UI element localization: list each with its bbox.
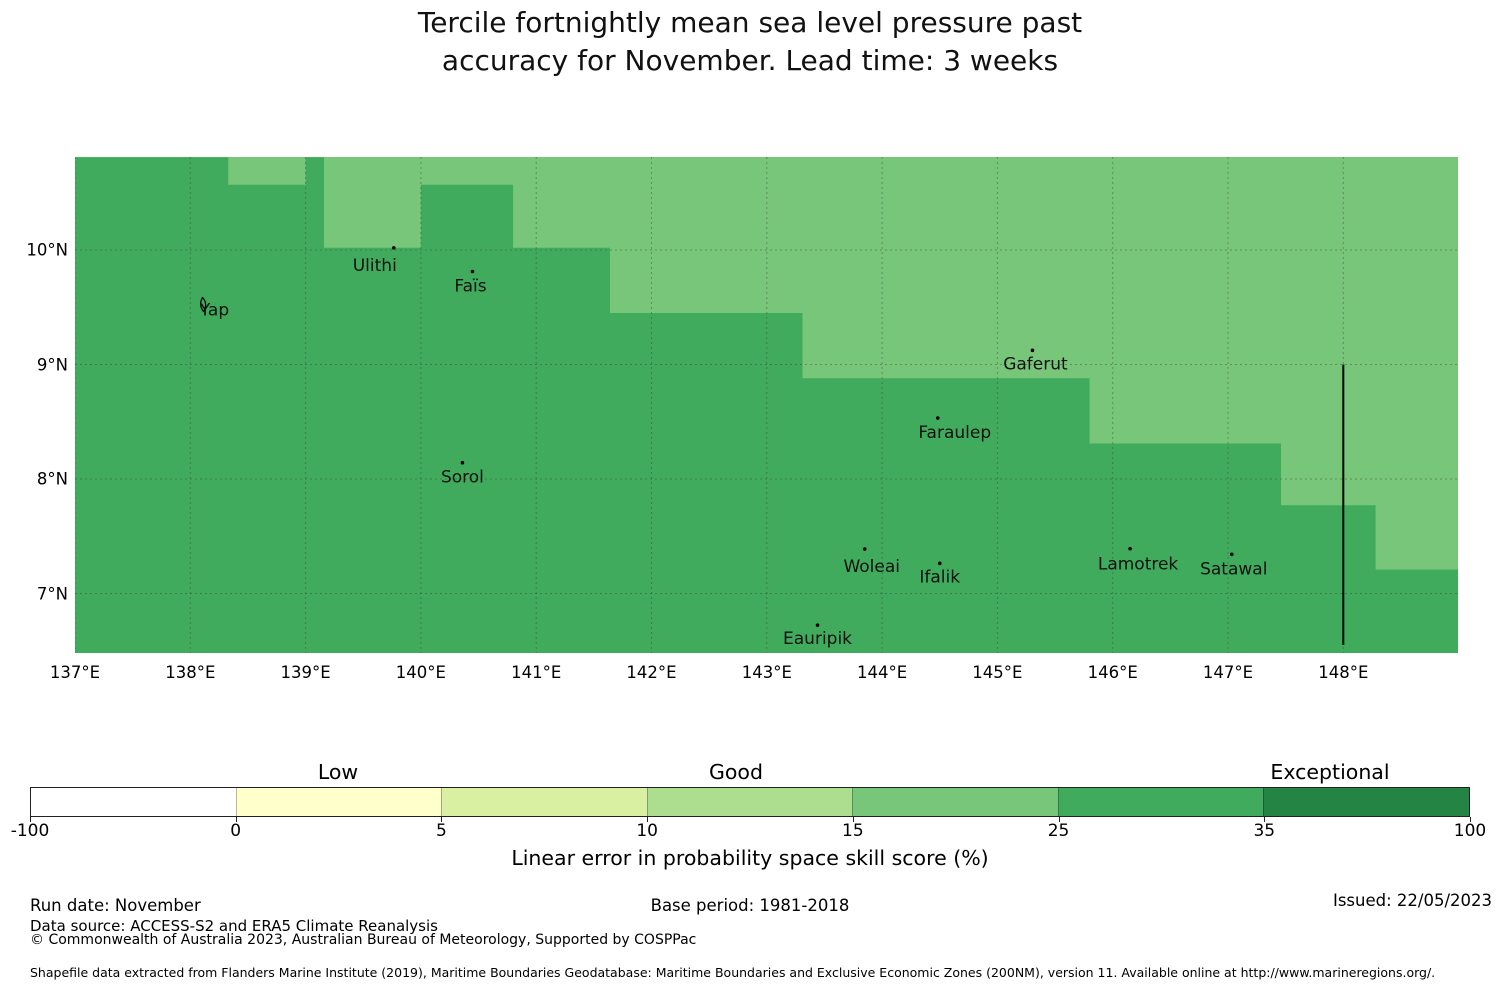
colorbar-tick-label: -100 [10, 821, 50, 841]
island-label: Sorol [441, 468, 484, 488]
skill-region-25-35 [75, 157, 1458, 653]
colorbar-tick-label: 100 [1453, 821, 1487, 841]
colorbar-tick-mark [1058, 817, 1060, 822]
colorbar-segment [646, 788, 853, 816]
y-tick-label: 9°N [36, 355, 68, 374]
colorbar-tick-label: 10 [636, 821, 658, 841]
island-label: Faïs [454, 276, 486, 296]
x-tick-label: 148°E [1318, 663, 1369, 682]
issued-date-text: Issued: 22/05/2023 [1332, 891, 1492, 910]
chart-title-line1: Tercile fortnightly mean sea level press… [417, 6, 1083, 39]
island-shape-yap [200, 296, 207, 313]
y-tick-label: 10°N [26, 240, 68, 260]
island-label: Yap [199, 301, 229, 321]
colorbar [30, 787, 1470, 817]
y-tick-label: 7°N [36, 584, 68, 603]
x-tick-label: 137°E [49, 663, 101, 682]
colorbar-tick-mark [1264, 817, 1266, 822]
colorbar-tick-mark [647, 817, 649, 822]
island-dot [460, 460, 465, 465]
island-label: Ifalik [919, 567, 960, 587]
island-label: Woleai [843, 557, 900, 577]
x-tick-label: 145°E [972, 663, 1023, 682]
run-date-text: Run date: November [30, 896, 201, 915]
colorbar-tick-mark [852, 817, 854, 822]
colorbar-segment [1263, 788, 1470, 816]
island-dot [815, 623, 820, 627]
island-label: Lamotrek [1098, 555, 1179, 575]
x-tick-label: 142°E [626, 663, 677, 682]
colorbar-tick-label: 15 [842, 821, 864, 841]
chart-title: Tercile fortnightly mean sea level press… [0, 4, 1500, 80]
island-dot [1128, 546, 1132, 551]
island-label: Ulithi [353, 256, 397, 276]
x-tick-label: 144°E [857, 663, 908, 682]
x-tick-label: 146°E [1087, 663, 1138, 682]
island-dot [391, 246, 396, 250]
island-dot [862, 547, 867, 551]
colorbar-segment [235, 788, 442, 816]
colorbar-tick-mark [441, 817, 443, 822]
skill-map-canvas: Yap Ulithi Faïs Sorol Gaferut Faraulep Woleai I… [75, 157, 1458, 653]
y-tick-label: 8°N [36, 469, 68, 489]
map-plot-area: Yap Ulithi Faïs Sorol Gaferut Faraulep Woleai I… [75, 157, 1458, 653]
colorbar-tick-mark [235, 817, 237, 822]
colorbar-category-exceptional: Exceptional [1270, 760, 1390, 784]
colorbar-category-low: Low [317, 760, 359, 784]
colorbar-tick-label: 35 [1253, 821, 1276, 841]
x-tick-label: 138°E [165, 663, 216, 682]
colorbar-category-good: Good [709, 760, 763, 784]
colorbar-segment [1057, 788, 1264, 816]
island-dot [1030, 348, 1035, 353]
colorbar-segment [441, 788, 647, 816]
shapefile-note-text: Shapefile data extracted from Flanders M… [30, 965, 1436, 980]
island-dot [937, 561, 942, 566]
colorbar-tick-label: 5 [436, 821, 447, 841]
colorbar-tick-label: 0 [230, 821, 242, 841]
colorbar-tick-label: 25 [1047, 821, 1070, 841]
chart-title-line2: accuracy for November. Lead time: 3 week… [441, 44, 1059, 77]
colorbar-tick-mark [30, 817, 31, 822]
island-label: Gaferut [1003, 354, 1068, 374]
island-label: Faraulep [918, 423, 991, 443]
colorbar-segment [31, 788, 236, 816]
x-tick-label: 141°E [511, 663, 562, 682]
island-label: Eauripik [783, 629, 852, 649]
x-tick-label: 143°E [741, 663, 792, 682]
x-tick-label: 140°E [395, 663, 446, 682]
island-dot [470, 269, 475, 274]
colorbar-tick-mark [1470, 817, 1471, 822]
x-tick-label: 139°E [280, 663, 331, 682]
colorbar-segment [852, 788, 1058, 816]
base-period-text: Base period: 1981-2018 [650, 896, 850, 915]
island-label: Satawal [1200, 559, 1267, 579]
colorbar-axis-label: Linear error in probability space skill … [511, 846, 989, 870]
island-dot [1229, 552, 1234, 557]
x-tick-label: 147°E [1202, 663, 1254, 682]
data-source-text: Data source: ACCESS-S2 and ERA5 Climate … [30, 917, 438, 935]
island-dot [935, 416, 940, 420]
copyright-text: © Commonwealth of Australia 2023, Austra… [30, 932, 697, 948]
